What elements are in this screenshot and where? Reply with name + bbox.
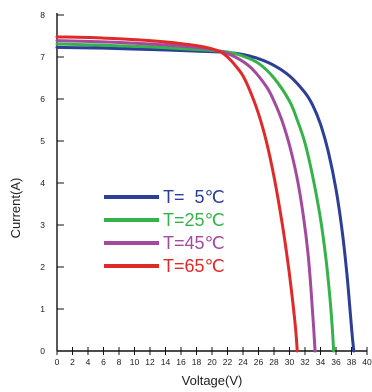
x-tick-label: 24 [238, 357, 248, 367]
x-tick-label: 16 [176, 357, 186, 367]
series-line-4 [55, 35, 299, 353]
legend-label-4: T=65℃ [163, 256, 225, 276]
x-tick-label: 40 [362, 357, 372, 367]
y-axis-title: Current(A) [8, 178, 23, 239]
x-tick-label: 20 [207, 357, 217, 367]
x-tick-label: 32 [300, 357, 310, 367]
x-tick-label: 2 [70, 357, 75, 367]
x-tick-label: 34 [316, 357, 326, 367]
y-tick-label: 0 [40, 346, 45, 356]
x-tick-label: 0 [55, 357, 60, 367]
y-tick-label: 3 [40, 220, 45, 230]
y-tick-label: 8 [40, 10, 45, 20]
x-tick-label: 28 [269, 357, 279, 367]
x-tick-label: 22 [223, 357, 233, 367]
x-tick-label: 12 [145, 357, 155, 367]
series-line-2 [55, 42, 336, 353]
axes: 0 2 4 6 8 10 12 14 16 18 20 22 24 26 28 30 32 34 36 38 40012… [40, 10, 372, 367]
x-tick-label: 10 [130, 357, 140, 367]
x-tick-label: 18 [192, 357, 202, 367]
series-line-3 [55, 39, 317, 353]
y-tick-label: 7 [40, 52, 45, 62]
legend-label-1: T= 5℃ [163, 187, 225, 207]
x-tick-label: 4 [86, 357, 91, 367]
x-tick-label: 30 [285, 357, 295, 367]
series-line-1 [55, 45, 356, 353]
legend-label-2: T=25℃ [163, 210, 225, 230]
y-tick-label: 5 [40, 136, 45, 146]
y-tick-label: 6 [40, 94, 45, 104]
series-layer [55, 35, 356, 353]
legend: T= 5℃ T=25℃ T=45℃ T=65℃ [104, 187, 225, 276]
y-tick-label: 1 [40, 304, 45, 314]
x-tick-label: 38 [347, 357, 357, 367]
x-tick-label: 26 [254, 357, 264, 367]
y-tick-label: 4 [40, 178, 45, 188]
y-tick-label: 2 [40, 262, 45, 272]
x-tick-label: 14 [161, 357, 171, 367]
x-tick-label: 6 [101, 357, 106, 367]
legend-label-3: T=45℃ [163, 233, 225, 253]
x-tick-label: 8 [117, 357, 122, 367]
x-tick-label: 36 [331, 357, 341, 367]
x-axis-title: Voltage(V) [182, 373, 243, 388]
